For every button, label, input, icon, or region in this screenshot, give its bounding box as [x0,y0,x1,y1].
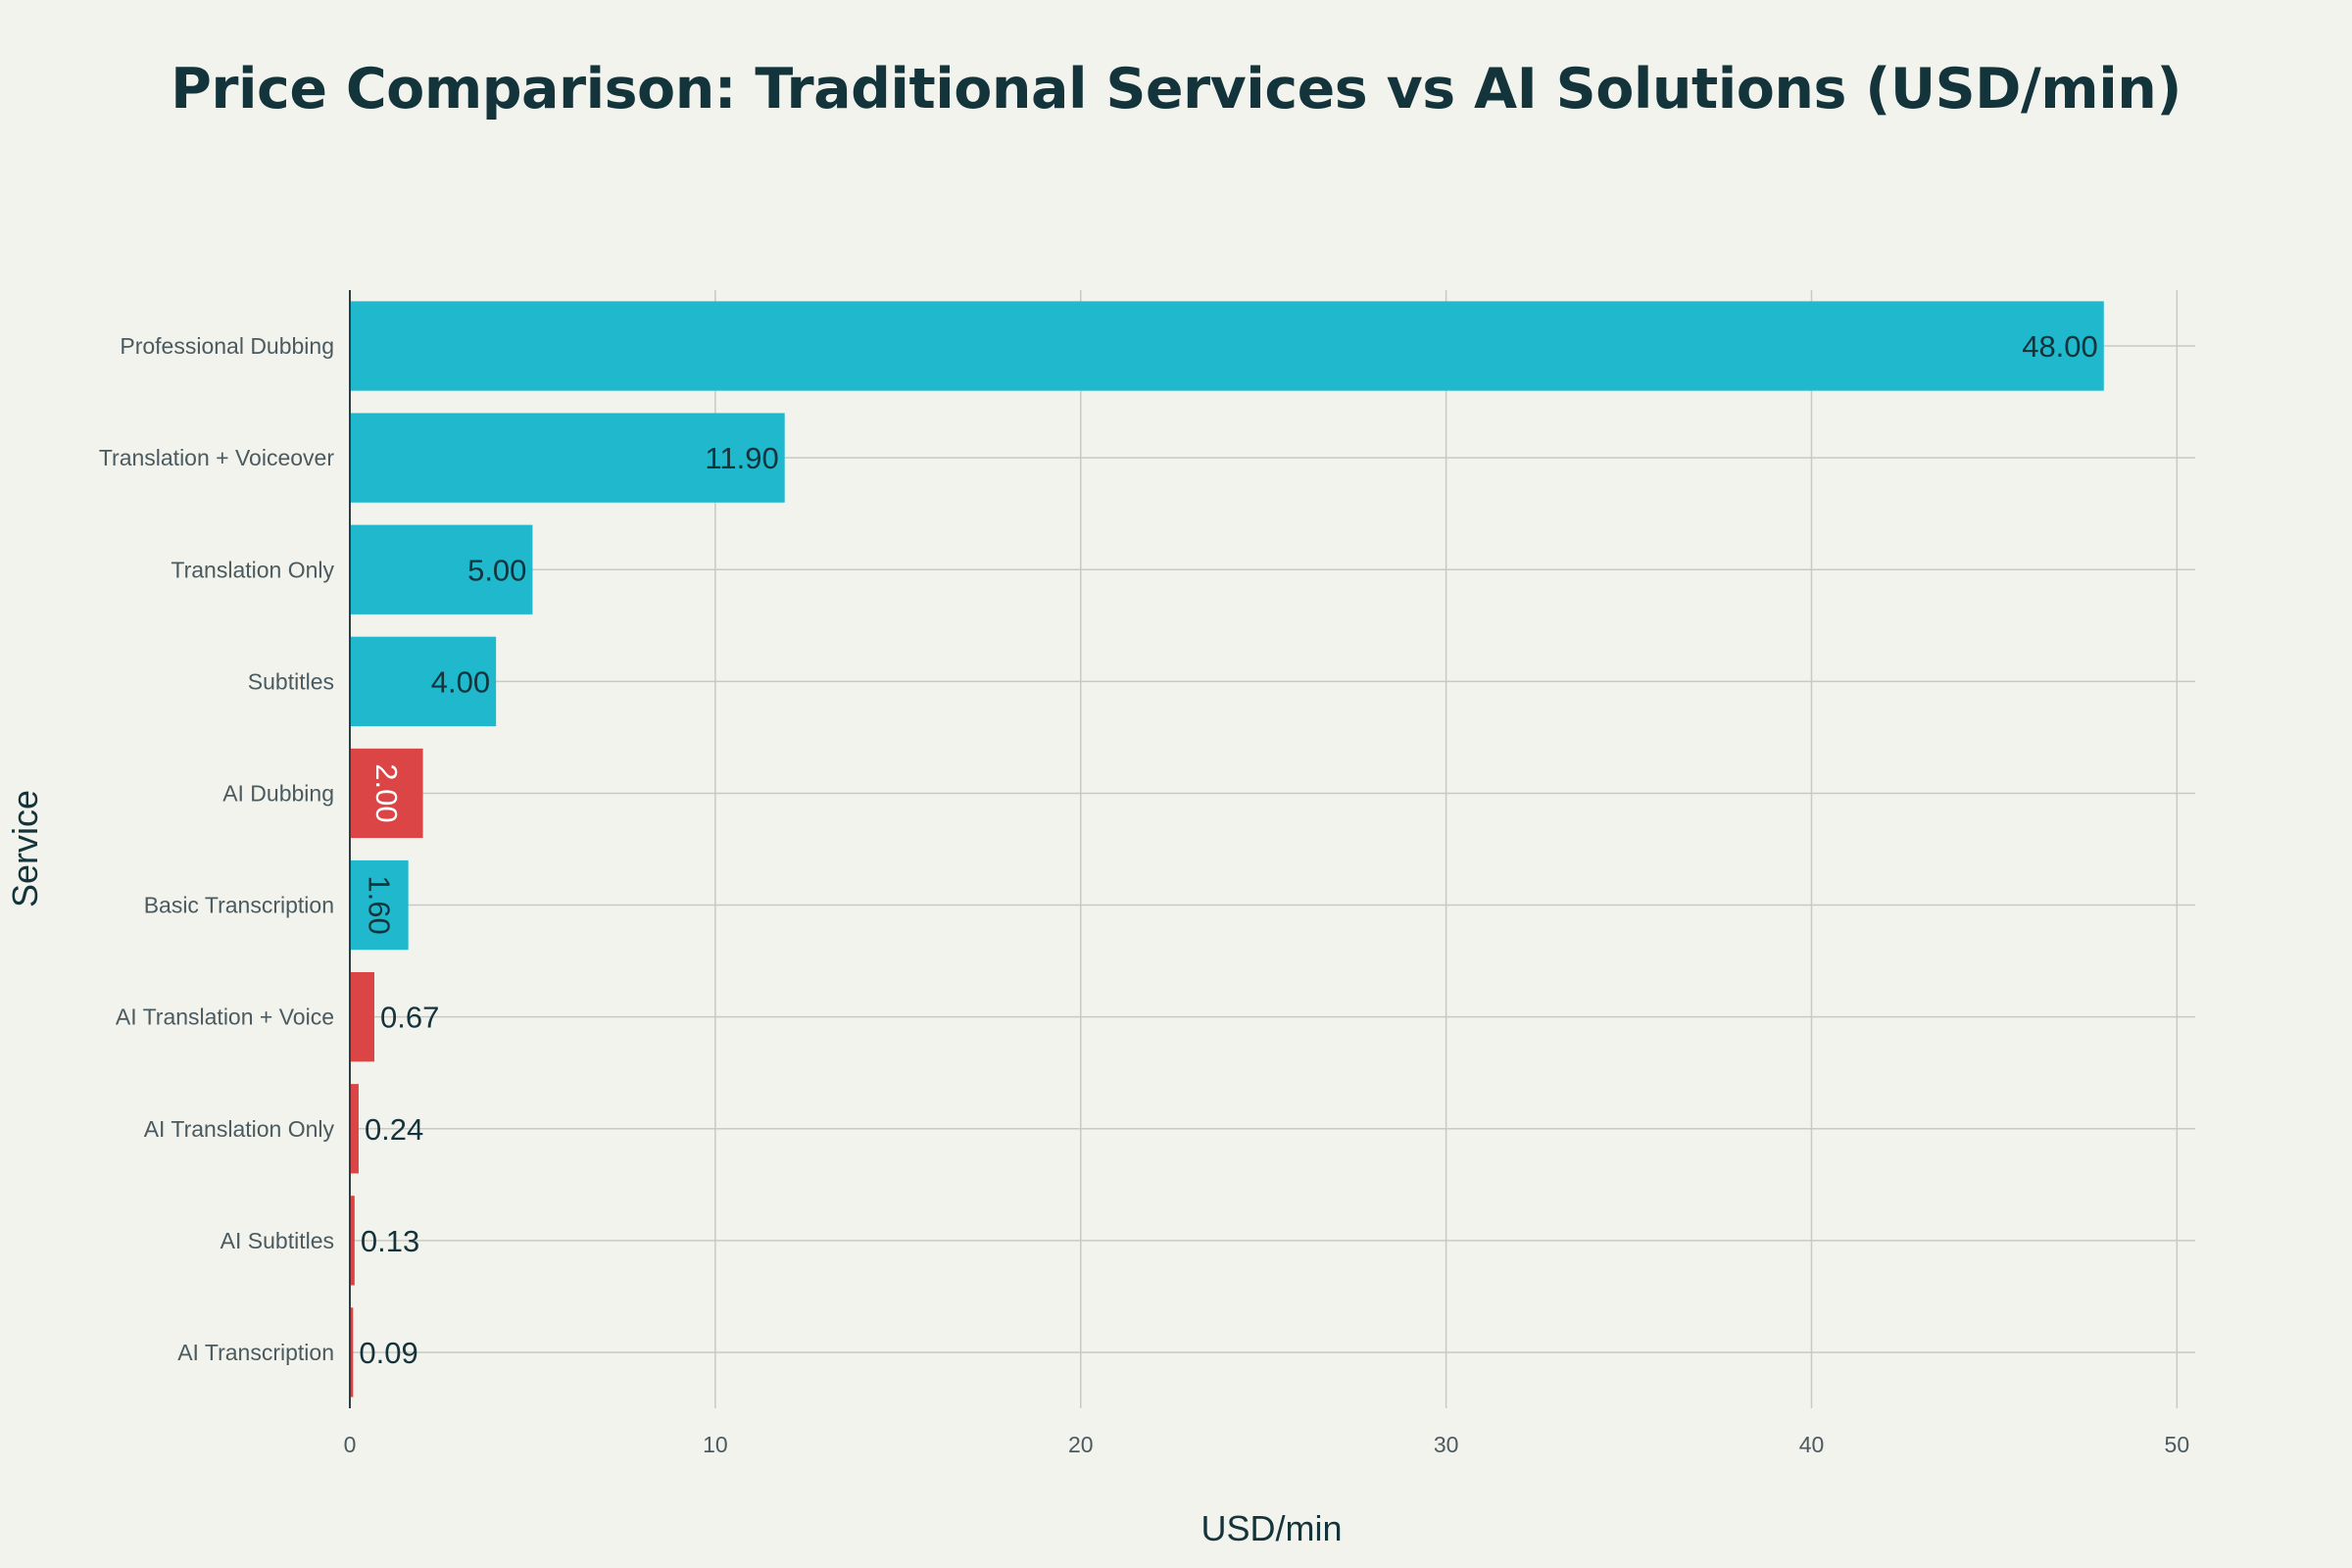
y-tick-label: AI Transcription [177,1340,334,1365]
data-label: 1.60 [362,875,396,934]
y-axis-title: Service [5,790,45,907]
y-tick-label: Translation + Voiceover [99,445,334,470]
bar-9 [350,1307,354,1397]
y-tick-label: AI Subtitles [220,1228,334,1253]
axis-ticks: 0 10 20 30 40 50 Professional Dubbing Translati… [99,333,2189,1457]
data-label: 0.13 [361,1224,419,1258]
chart-title: Price Comparison: Traditional Services v… [171,57,2181,122]
data-label: 0.09 [359,1336,417,1370]
bar-0 [350,301,2104,391]
data-label: 5.00 [467,553,526,587]
x-axis-title: USD/min [1200,1508,1342,1548]
data-label: 0.24 [365,1112,423,1147]
y-tick-label: Translation Only [171,557,334,582]
y-tick-label: Professional Dubbing [120,333,334,359]
x-tick-label: 30 [1434,1432,1459,1457]
x-tick-label: 50 [2165,1432,2190,1457]
bar-1 [350,413,785,503]
x-tick-label: 20 [1068,1432,1094,1457]
data-label: 0.67 [380,1001,439,1035]
bar-3 [350,636,497,726]
data-label: 48.00 [2022,329,2098,364]
bar-4 [350,748,423,839]
bar-2 [350,524,533,614]
y-tick-label: AI Translation Only [144,1116,335,1142]
grid-lines [350,290,2195,1408]
bar-5 [350,859,409,951]
x-tick-label: 10 [703,1432,728,1457]
bar-8 [350,1196,355,1286]
data-labels: 48.00 11.90 5.00 4.00 2.00 1.60 0.67 0.24 0.13 0.… [359,329,2097,1370]
bars [350,301,2104,1397]
y-tick-label: AI Dubbing [222,780,334,806]
x-tick-label: 40 [1799,1432,1825,1457]
y-tick-label: AI Translation + Voice [116,1004,334,1030]
y-tick-label: Subtitles [248,668,334,694]
data-label: 4.00 [431,664,490,699]
data-label: 2.00 [369,763,404,822]
x-tick-label: 0 [344,1432,357,1457]
bar-6 [350,972,374,1062]
y-tick-label: Basic Transcription [144,893,334,918]
data-label: 11.90 [705,441,778,475]
bar-7 [350,1084,359,1174]
